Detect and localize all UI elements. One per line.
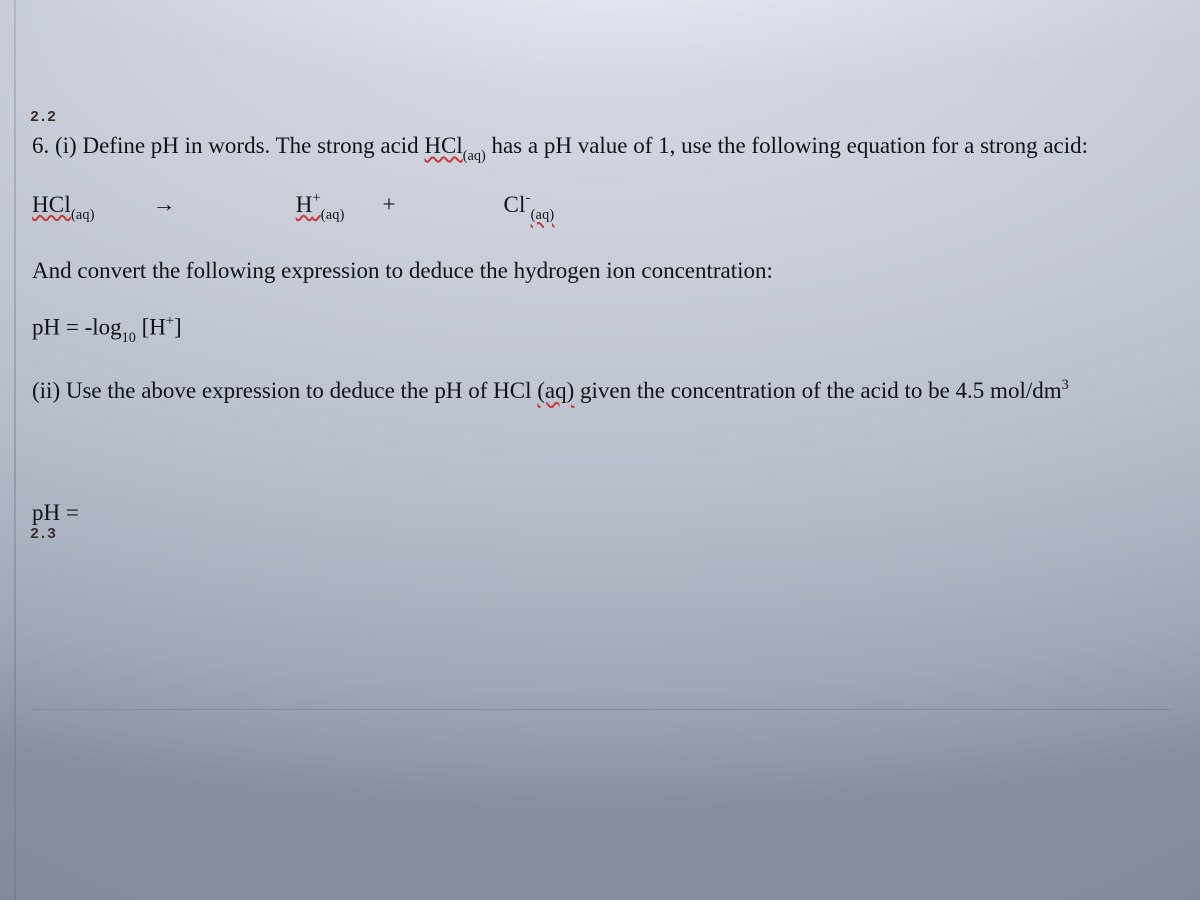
eq-reactant: HCl(aq)	[32, 192, 95, 217]
part-ii-text-a: Use the above expression to deduce the p…	[60, 378, 537, 403]
hcl-aq-inline: HCl(aq)	[424, 133, 485, 158]
hcl-text: HCl	[424, 133, 462, 158]
part-ii-text-b: given the concentration of the acid to b…	[574, 378, 1061, 403]
eq-cl-sub: (aq)	[531, 207, 555, 223]
part-i-text-b: has a pH value of 1, use the following e…	[486, 133, 1088, 158]
formula-close: ]	[174, 315, 182, 340]
part-label-ii: (ii)	[32, 378, 60, 403]
margin-annotation-bottom: 2.3	[30, 526, 56, 543]
ph-formula: pH = -log10 [H+]	[32, 314, 1180, 345]
part-label-i: (i)	[55, 133, 77, 158]
left-margin-line	[14, 0, 16, 900]
eq-product-h: H+(aq)	[296, 192, 345, 217]
eq-plus: +	[382, 192, 395, 217]
question-6-part-i: 2.2 6. (i) Define pH in words. The stron…	[32, 130, 1180, 165]
eq-product-cl: Cl-(aq)	[504, 192, 555, 217]
document-body: 2.2 6. (i) Define pH in words. The stron…	[32, 130, 1180, 526]
ph-answer-line: pH = 2.3	[32, 500, 1180, 526]
ph-equals: pH =	[32, 500, 79, 525]
formula-log-base: 10	[122, 330, 136, 346]
eq-reactant-sub: (aq)	[71, 207, 95, 223]
glare-overlay	[0, 0, 1200, 130]
question-number: 6.	[32, 133, 49, 158]
eq-h-sub: (aq)	[321, 207, 345, 223]
eq-cl-sup: -	[526, 190, 531, 206]
eq-reactant-text: HCl	[32, 192, 71, 217]
hcl-sub: (aq)	[463, 148, 486, 164]
formula-h-sup: +	[166, 313, 174, 329]
dissociation-equation: HCl(aq) → H+(aq) + Cl-(aq)	[32, 191, 1180, 222]
dm-cubed: 3	[1062, 377, 1069, 393]
part-i-text-a: Define pH in words. The strong acid	[82, 133, 424, 158]
question-6-part-ii: (ii) Use the above expression to deduce …	[32, 375, 1180, 406]
eq-h-sup: +	[313, 190, 321, 206]
arrow-icon: →	[153, 192, 176, 217]
eq-cl: Cl	[504, 192, 526, 217]
aq-inline: (aq)	[537, 378, 574, 403]
margin-annotation-top: 2.2	[30, 108, 56, 128]
horizontal-rule	[32, 709, 1170, 711]
formula-prefix: pH = -log	[32, 315, 122, 340]
worksheet-sheet: 2.2 6. (i) Define pH in words. The stron…	[0, 0, 1200, 900]
formula-open: [H	[136, 315, 166, 340]
eq-h: H	[296, 192, 313, 217]
convert-instruction: And convert the following expression to …	[32, 258, 1180, 284]
